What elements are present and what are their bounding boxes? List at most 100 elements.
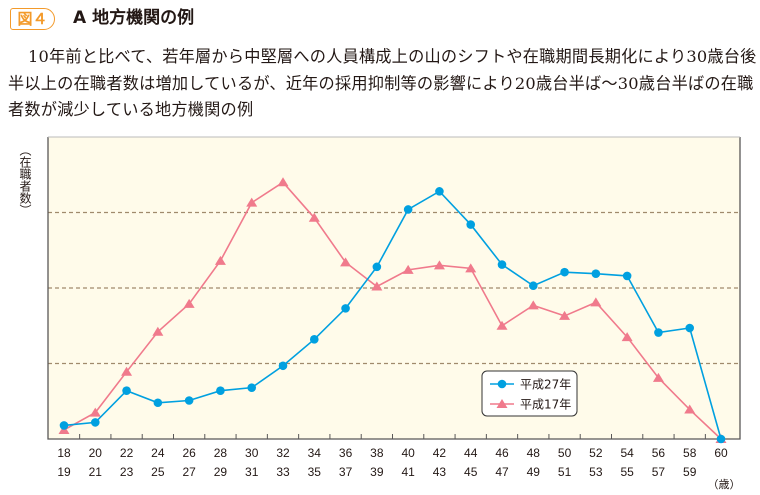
data-point (309, 335, 319, 344)
x-tick-label: 22 (120, 446, 134, 460)
data-point (403, 205, 413, 214)
x-tick-label: 27 (182, 465, 196, 479)
data-point (654, 328, 663, 337)
x-tick-label: 47 (495, 465, 509, 479)
x-tick-label: 25 (151, 465, 165, 479)
x-tick-label: 52 (589, 446, 603, 460)
x-tick-label: 30 (245, 446, 259, 460)
data-point (621, 332, 633, 342)
data-point (559, 310, 571, 320)
y-axis-label: （在職者数） (18, 144, 32, 216)
data-point (122, 386, 131, 395)
data-point (560, 267, 569, 277)
x-tick-label: 45 (464, 465, 478, 479)
data-point (121, 366, 133, 376)
data-point (528, 281, 538, 291)
data-point (372, 262, 382, 272)
legend-label: 平成27年 (520, 378, 571, 392)
x-tick-label: 34 (308, 446, 322, 460)
x-tick-label: 48 (527, 446, 541, 460)
data-point (277, 177, 289, 187)
data-point (59, 421, 69, 430)
x-tick-label: 44 (464, 446, 478, 460)
x-tick-label: 50 (558, 446, 572, 460)
x-tick-label: 58 (683, 446, 697, 460)
series-line (63, 181, 722, 440)
x-tick-label: 54 (620, 446, 634, 460)
data-point (716, 434, 726, 444)
data-point (527, 300, 539, 310)
data-point (435, 187, 444, 196)
data-point (153, 398, 163, 408)
x-tick-label: 24 (151, 446, 165, 460)
series-h27 (59, 187, 726, 444)
data-point (216, 386, 225, 395)
data-point (89, 407, 101, 417)
data-point (246, 197, 258, 207)
legend-label: 平成17年 (520, 398, 571, 412)
data-point (247, 383, 257, 392)
x-tick-label: 18 (57, 446, 71, 460)
data-point (433, 260, 445, 270)
x-axis-label: （歳） (708, 478, 741, 491)
figure-number-badge: 図４ (10, 8, 55, 30)
x-tick-label: 32 (276, 446, 290, 460)
x-tick-label: 43 (433, 465, 447, 479)
x-tick-label: 46 (495, 446, 509, 460)
x-tick-label: 20 (89, 446, 103, 460)
axis-frame (47, 137, 741, 440)
x-tick-label: 37 (339, 465, 353, 479)
data-point (90, 418, 100, 427)
x-tick-label: 55 (620, 465, 634, 479)
data-point (590, 297, 602, 307)
x-tick-label: 51 (558, 465, 572, 479)
data-point (341, 304, 350, 313)
x-tick-label: 60 (714, 446, 728, 460)
series-line (63, 190, 722, 440)
data-point (466, 220, 476, 229)
x-tick-label: 33 (276, 465, 290, 479)
x-tick-label: 56 (652, 446, 666, 460)
x-tick-label: 40 (401, 446, 415, 460)
data-point (465, 263, 477, 273)
x-tick-label: 26 (182, 446, 196, 460)
x-tick-label: 39 (370, 465, 384, 479)
x-tick-label: 41 (401, 465, 415, 479)
data-point (214, 255, 226, 265)
x-tick-label: 21 (89, 465, 103, 479)
data-point (340, 257, 352, 267)
legend-marker (496, 399, 508, 408)
x-tick-label: 29 (214, 465, 228, 479)
x-tick-label: 19 (57, 465, 71, 479)
data-point (402, 264, 414, 274)
x-tick-label: 31 (245, 465, 259, 479)
data-point (184, 396, 194, 405)
x-tick-label: 28 (214, 446, 228, 460)
data-point (308, 212, 320, 222)
figure-title: A 地方機関の例 (73, 8, 195, 28)
x-tick-label: 36 (339, 446, 353, 460)
x-tick-label: 49 (527, 465, 541, 479)
data-point (371, 281, 383, 291)
x-tick-label: 57 (652, 465, 666, 479)
data-point (278, 361, 288, 371)
data-point (591, 269, 601, 278)
legend-marker (497, 379, 507, 389)
x-tick-label: 23 (120, 465, 134, 479)
figure-description: 10年前と比べて、若年層から中堅層への人員構成上の山のシフトや在職期間長期化によ… (8, 47, 757, 119)
data-point (652, 372, 664, 382)
data-point (497, 260, 507, 269)
x-tick-label: 59 (683, 465, 697, 479)
x-tick-label: 53 (589, 465, 603, 479)
data-point (183, 298, 195, 308)
data-point (496, 320, 508, 330)
x-tick-label: 35 (308, 465, 322, 479)
x-tick-label: 38 (370, 446, 384, 460)
data-point (685, 323, 695, 333)
data-point (684, 404, 696, 414)
series-h17 (58, 177, 727, 443)
x-tick-label: 42 (433, 446, 447, 460)
data-point (152, 326, 164, 336)
